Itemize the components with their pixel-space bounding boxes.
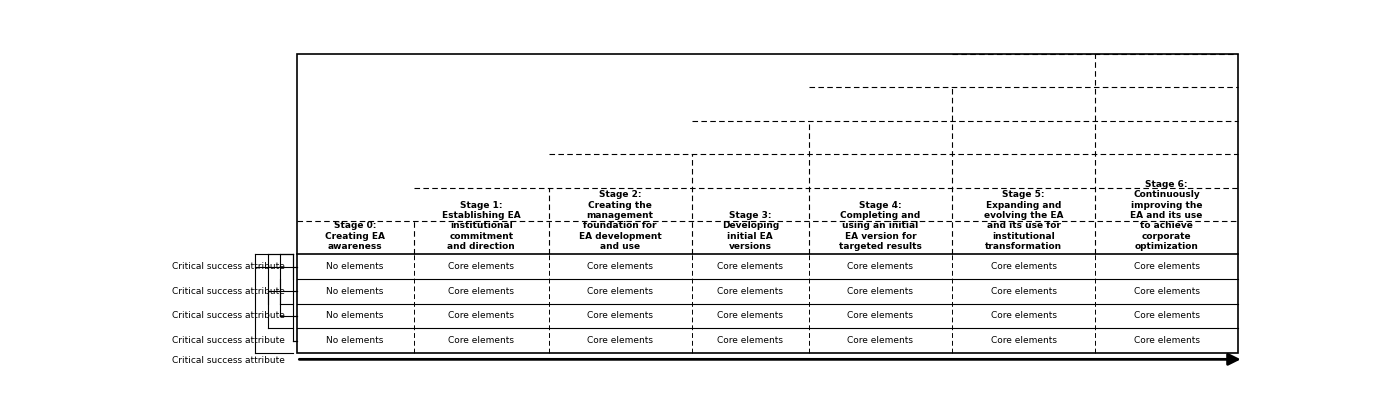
Text: Critical success attribute: Critical success attribute [172,262,286,271]
Text: Stage 1:
Establishing EA
institutional
commitment
and direction: Stage 1: Establishing EA institutional c… [442,201,520,251]
Bar [297,54,1238,353]
Text: Stage 5:
Expanding and
evolving the EA
and its use for
institutional
transformat: Stage 5: Expanding and evolving the EA a… [984,190,1063,251]
Text: Core elements: Core elements [586,336,653,345]
Text: Core elements: Core elements [1133,262,1199,271]
Text: Core elements: Core elements [718,262,784,271]
Text: Core elements: Core elements [991,262,1057,271]
Text: Core elements: Core elements [991,287,1057,296]
Text: Core elements: Core elements [448,287,515,296]
Text: Core elements: Core elements [586,262,653,271]
Text: No elements: No elements [327,287,384,296]
Text: Core elements: Core elements [1133,287,1199,296]
Text: Critical success attribute: Critical success attribute [172,287,286,296]
Text: No elements: No elements [327,336,384,345]
Text: No elements: No elements [327,311,384,321]
Text: Core elements: Core elements [586,311,653,321]
Text: Stage 6:
Continuously
improving the
EA and its use
to achieve
corporate
optimiza: Stage 6: Continuously improving the EA a… [1130,180,1203,251]
Text: Core elements: Core elements [847,311,914,321]
Text: Core elements: Core elements [1133,336,1199,345]
Text: Core elements: Core elements [847,287,914,296]
Text: Core elements: Core elements [991,311,1057,321]
Text: Core elements: Core elements [718,336,784,345]
Text: Core elements: Core elements [718,287,784,296]
Text: Stage 3:
Developing
initial EA
versions: Stage 3: Developing initial EA versions [722,211,778,251]
Text: Core elements: Core elements [1133,311,1199,321]
Text: Core elements: Core elements [847,336,914,345]
Text: Stage 4:
Completing and
using an initial
EA version for
targeted results: Stage 4: Completing and using an initial… [839,201,922,251]
Text: Core elements: Core elements [991,336,1057,345]
Text: Core elements: Core elements [847,262,914,271]
Text: Critical success attribute: Critical success attribute [172,336,286,345]
Text: Core elements: Core elements [586,287,653,296]
Text: Core elements: Core elements [448,262,515,271]
Text: Critical success attribute: Critical success attribute [172,357,286,365]
Text: Core elements: Core elements [448,311,515,321]
Text: Core elements: Core elements [448,336,515,345]
Text: Core elements: Core elements [718,311,784,321]
Text: Stage 0:
Creating EA
awareness: Stage 0: Creating EA awareness [326,221,385,251]
Text: Critical success attribute: Critical success attribute [172,311,286,321]
Text: Stage 2:
Creating the
management
foundation for
EA development
and use: Stage 2: Creating the management foundat… [578,190,661,251]
Text: No elements: No elements [327,262,384,271]
